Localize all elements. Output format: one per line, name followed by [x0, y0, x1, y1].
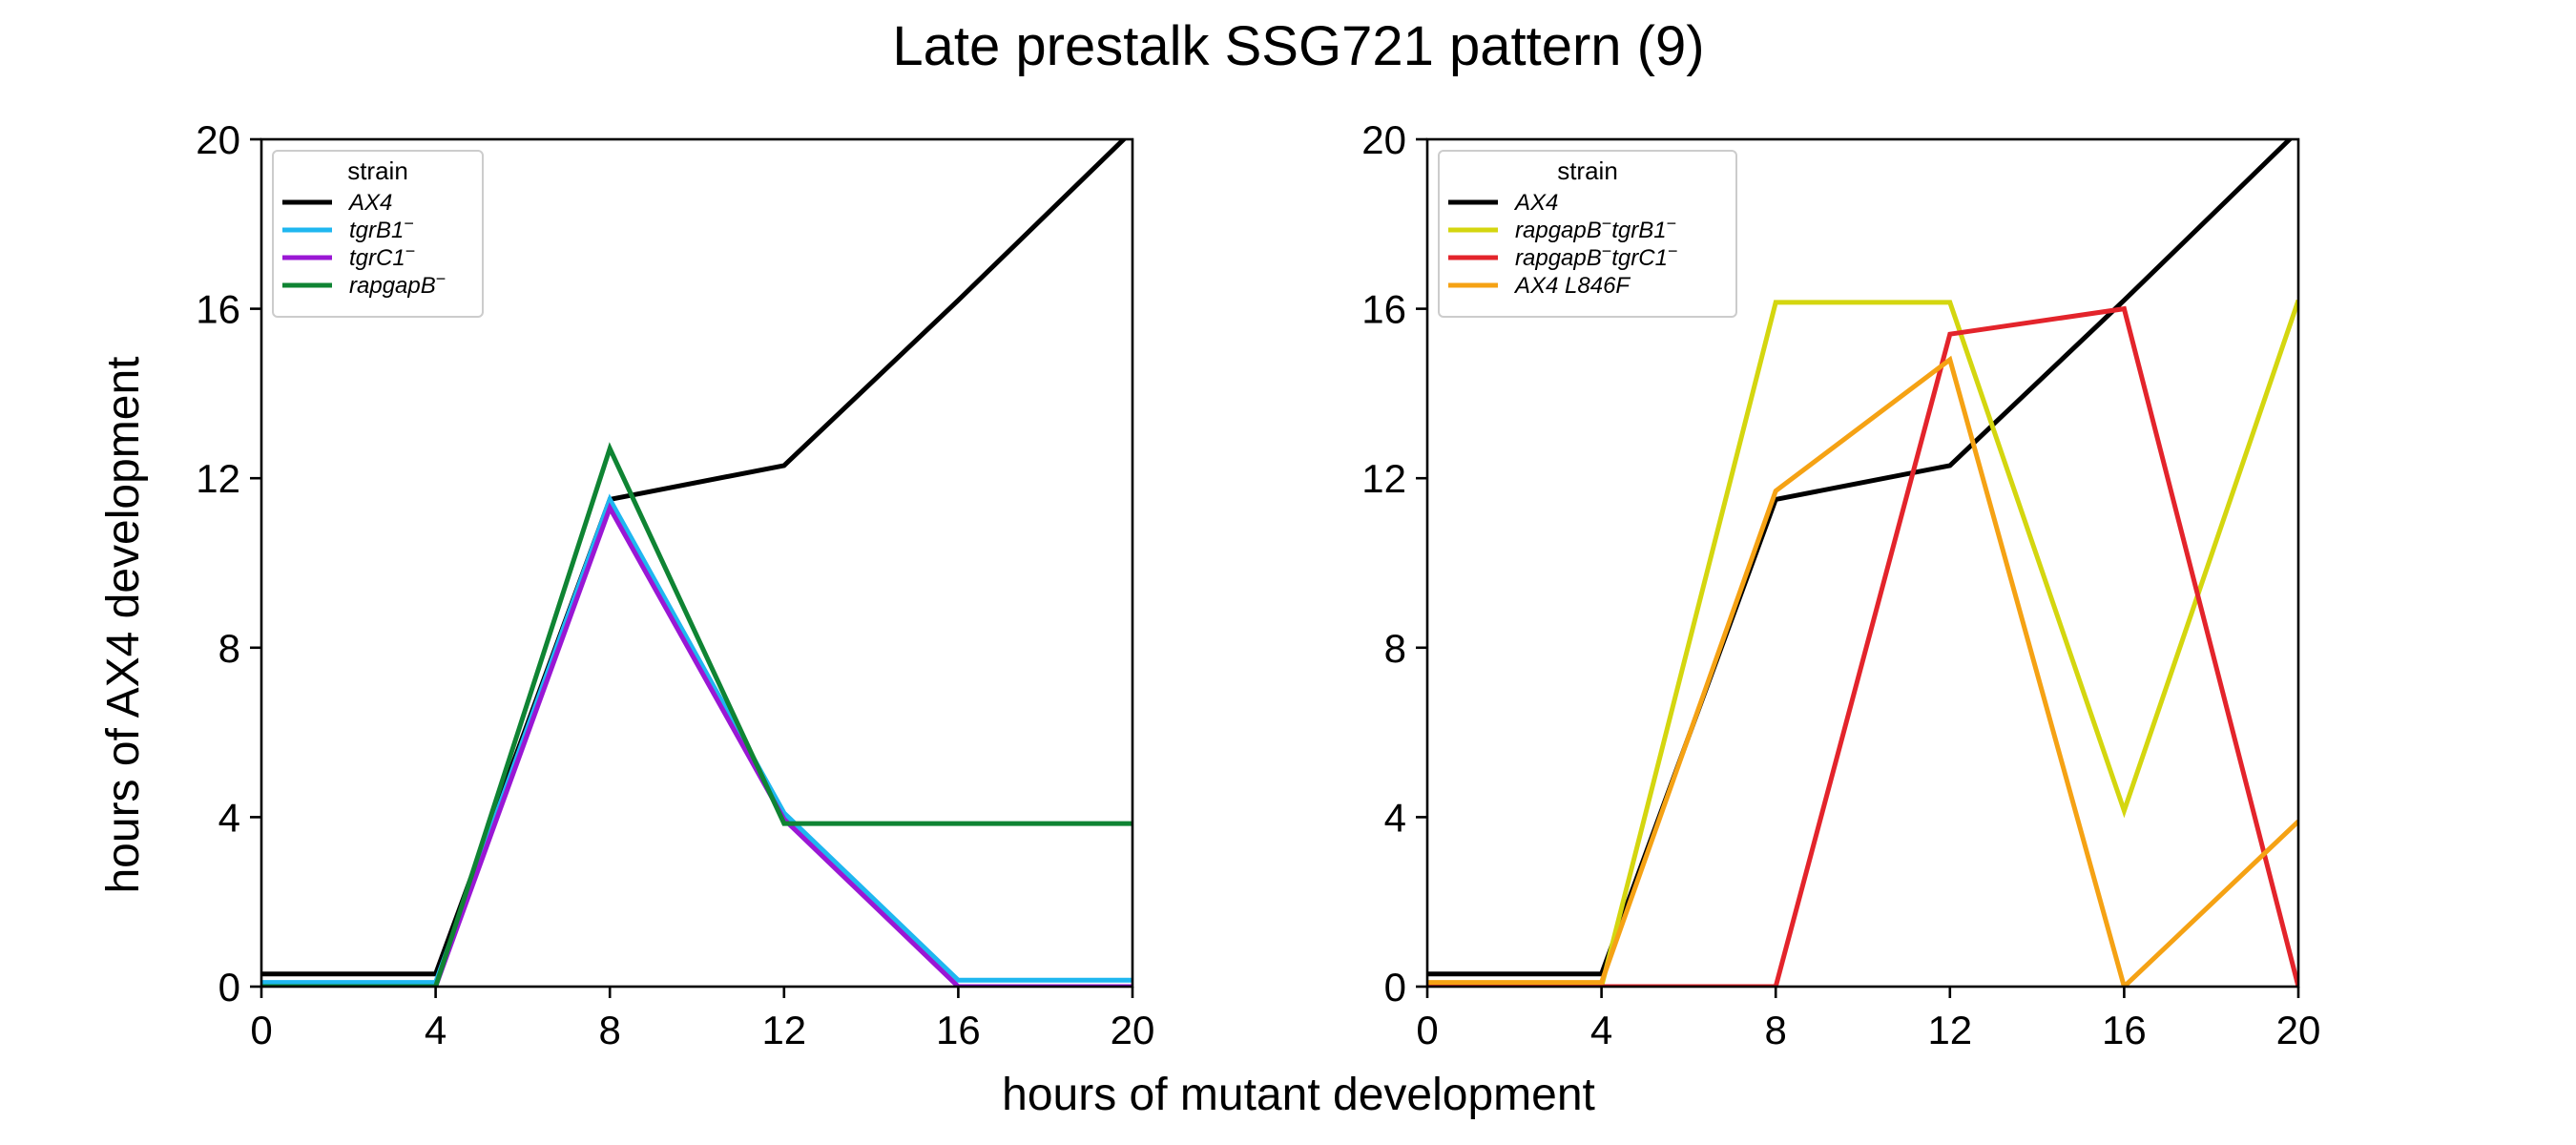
- left-series-line-tgrc1: [261, 502, 1132, 987]
- left-series-group: [261, 139, 1132, 987]
- right-legend-label-rapgapb-tgrb1: rapgapB−tgrB1−: [1515, 214, 1676, 243]
- right-y-tick-label: 20: [1361, 117, 1406, 162]
- left-y-tick-label: 20: [196, 117, 240, 162]
- right-x-tick-label: 0: [1416, 1008, 1438, 1052]
- right-x-tick-label: 12: [1927, 1008, 1972, 1052]
- right-series-line-rapgapb-tgrb1: [1427, 299, 2298, 987]
- right-x-tick-label: 8: [1765, 1008, 1787, 1052]
- right-x-tick-label: 4: [1590, 1008, 1612, 1052]
- right-legend-label-ax4: AX4: [1513, 190, 1558, 216]
- right-y-tick-label: 12: [1361, 456, 1406, 501]
- left-legend-title: strain: [347, 156, 408, 185]
- left-plot-frame: [260, 137, 1134, 989]
- right-legend-box: [1438, 150, 1737, 318]
- right-x-tick-label: 20: [2276, 1008, 2321, 1052]
- right-legend: strain AX4rapgapB−tgrB1−rapgapB−tgrC1−AX4…: [1438, 150, 1737, 318]
- right-legend-label-ax4-l846f: AX4 L846F: [1513, 273, 1631, 299]
- left-x-tick-label: 0: [250, 1008, 272, 1052]
- left-y-tick-label: 8: [218, 626, 240, 671]
- figure-title: Late prestalk SSG721 pattern (9): [892, 15, 1704, 77]
- right-y-tick-label: 8: [1384, 626, 1406, 671]
- right-y-tick-label: 4: [1384, 795, 1406, 840]
- left-x-tick-label: 4: [425, 1008, 447, 1052]
- left-y-tick-label: 4: [218, 795, 240, 840]
- right-series-line-ax4-l846f: [1427, 355, 2298, 987]
- x-axis-label: hours of mutant development: [1002, 1070, 1595, 1120]
- left-x-tick-label: 16: [936, 1008, 981, 1052]
- left-series-line-ax4: [261, 139, 1128, 977]
- right-legend-label-rapgapb-tgrc1: rapgapB−tgrC1−: [1515, 241, 1677, 271]
- left-y-tick-label: 12: [196, 456, 240, 501]
- left-x-tick-label: 8: [599, 1008, 621, 1052]
- right-series-group: [1427, 139, 2298, 987]
- left-y-tick-label: 0: [218, 965, 240, 1010]
- left-x-tick-label: 20: [1111, 1008, 1155, 1052]
- left-series-line-rapgapb: [261, 442, 1132, 987]
- right-series-line-rapgapb-tgrc1: [1427, 305, 2298, 987]
- left-legend-label-tgrb1: tgrB1−: [349, 214, 414, 243]
- left-series-line-tgrb1: [261, 493, 1132, 986]
- right-y-tick-label: 16: [1361, 287, 1406, 332]
- y-axis-label: hours of AX4 development: [98, 356, 149, 893]
- left-legend-label-rapgapb: rapgapB−: [349, 269, 446, 299]
- right-y-tick-label: 0: [1384, 965, 1406, 1010]
- chart-right: 0 4 8 12 16 20 0 4 8 12 16 20 strain AX4rapgapB−tgrB1…: [1361, 117, 2320, 1052]
- chart-left: 0 4 8 12 16 20 0 4 8 12 16 20 strain AX4tgrB1−tgrC1−r…: [196, 117, 1154, 1052]
- right-plot-frame: [1425, 137, 2300, 989]
- right-series-line-ax4: [1427, 139, 2294, 977]
- left-x-tick-label: 12: [761, 1008, 806, 1052]
- right-legend-title: strain: [1557, 156, 1618, 185]
- left-y-tick-label: 16: [196, 287, 240, 332]
- right-x-tick-label: 16: [2102, 1008, 2147, 1052]
- left-legend-label-tgrc1: tgrC1−: [349, 241, 415, 271]
- left-legend-label-ax4: AX4: [347, 190, 392, 216]
- left-legend-box: [272, 150, 484, 318]
